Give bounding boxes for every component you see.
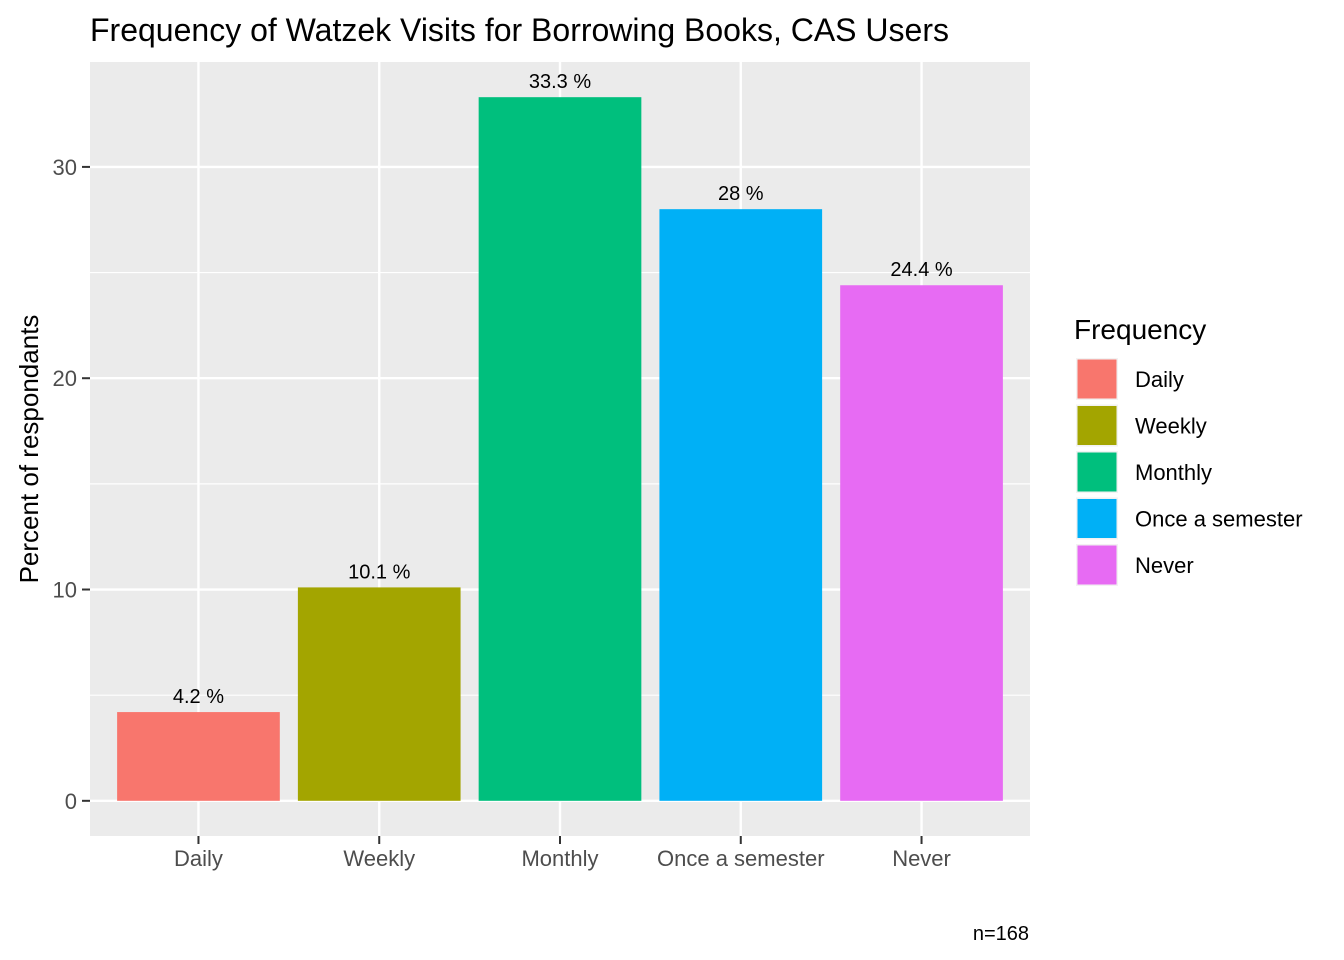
y-axis-title: Percent of respondants xyxy=(14,315,44,584)
legend-swatch xyxy=(1077,359,1117,399)
chart-caption: n=168 xyxy=(973,923,1029,945)
bar xyxy=(297,587,461,801)
data-labels: 4.2 % 10.1 % 33.3 % 28 % 24.4 % xyxy=(173,71,953,708)
x-tick-label: Monthly xyxy=(521,846,598,871)
legend-label: Monthly xyxy=(1135,460,1212,485)
legend-swatch xyxy=(1077,406,1117,445)
legend-swatch xyxy=(1077,545,1117,585)
bar xyxy=(840,285,1003,801)
bar-value-label: 10.1 % xyxy=(348,561,410,583)
y-tick-label: 10 xyxy=(53,578,77,603)
x-tick-label: Weekly xyxy=(343,846,415,871)
y-tick-label: 30 xyxy=(53,155,77,180)
legend-label: Daily xyxy=(1135,367,1184,392)
legend-label: Once a semester xyxy=(1135,507,1303,532)
legend-label: Never xyxy=(1135,553,1194,578)
bar-value-label: 4.2 % xyxy=(173,686,224,708)
legend-label: Weekly xyxy=(1135,414,1207,439)
y-tick-label: 0 xyxy=(65,789,77,814)
legend-swatch xyxy=(1077,499,1117,538)
chart-title: Frequency of Watzek Visits for Borrowing… xyxy=(90,12,949,48)
legend-swatch xyxy=(1077,452,1117,492)
x-tick-label: Daily xyxy=(174,846,223,871)
legend: Daily Weekly Monthly Once a semester Never xyxy=(1076,358,1303,586)
y-tick-label: 20 xyxy=(53,366,77,391)
legend-title: Frequency xyxy=(1074,314,1206,345)
bar-value-label: 28 % xyxy=(718,183,764,205)
x-tick-label: Once a semester xyxy=(657,846,825,871)
bar-value-label: 24.4 % xyxy=(890,259,952,281)
bar xyxy=(478,97,642,801)
x-tick-label: Never xyxy=(892,846,951,871)
bars xyxy=(117,97,1003,801)
y-axis: 0 10 20 30 xyxy=(53,155,90,814)
bar-value-label: 33.3 % xyxy=(529,71,591,93)
x-axis: Daily Weekly Monthly Once a semester Never xyxy=(174,836,951,871)
bar xyxy=(117,712,280,801)
bar xyxy=(659,209,823,801)
